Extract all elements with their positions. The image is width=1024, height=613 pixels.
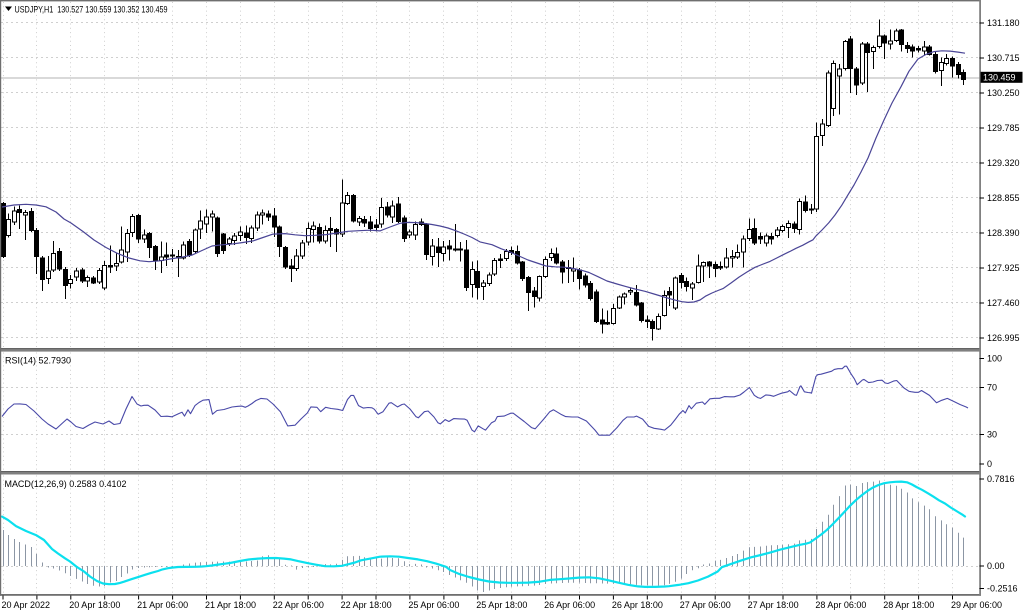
- svg-text:-0.2516: -0.2516: [987, 584, 1018, 594]
- svg-text:0: 0: [987, 459, 992, 469]
- svg-text:27 Apr 18:00: 27 Apr 18:00: [748, 600, 799, 610]
- svg-text:129.320: 129.320: [987, 158, 1020, 168]
- svg-text:RSI(14) 52.7930: RSI(14) 52.7930: [5, 356, 71, 366]
- svg-text:128.855: 128.855: [987, 193, 1020, 203]
- svg-text:USDJPY,H1 130.527 130.559 130: USDJPY,H1 130.527 130.559 130.352 130.45…: [15, 5, 168, 16]
- svg-text:21 Apr 18:00: 21 Apr 18:00: [205, 600, 256, 610]
- svg-text:0.00: 0.00: [987, 561, 1005, 571]
- svg-text:130.715: 130.715: [987, 53, 1020, 63]
- svg-text:20 Apr 2022: 20 Apr 2022: [2, 600, 51, 610]
- svg-text:131.180: 131.180: [987, 18, 1020, 28]
- svg-text:130.250: 130.250: [987, 88, 1020, 98]
- svg-text:25 Apr 06:00: 25 Apr 06:00: [408, 600, 459, 610]
- svg-text:130.459: 130.459: [983, 72, 1016, 82]
- svg-text:0.7816: 0.7816: [987, 474, 1015, 484]
- svg-text:30: 30: [987, 430, 997, 440]
- svg-text:127.460: 127.460: [987, 298, 1020, 308]
- svg-text:26 Apr 06:00: 26 Apr 06:00: [544, 600, 595, 610]
- svg-text:127.925: 127.925: [987, 263, 1020, 273]
- svg-text:29 Apr 06:00: 29 Apr 06:00: [951, 600, 1002, 610]
- svg-text:27 Apr 06:00: 27 Apr 06:00: [680, 600, 731, 610]
- svg-text:26 Apr 18:00: 26 Apr 18:00: [612, 600, 663, 610]
- svg-text:22 Apr 18:00: 22 Apr 18:00: [341, 600, 392, 610]
- svg-text:128.390: 128.390: [987, 228, 1020, 238]
- svg-text:20 Apr 18:00: 20 Apr 18:00: [69, 600, 120, 610]
- svg-text:100: 100: [987, 354, 1002, 364]
- svg-text:25 Apr 18:00: 25 Apr 18:00: [476, 600, 527, 610]
- svg-text:21 Apr 06:00: 21 Apr 06:00: [137, 600, 188, 610]
- svg-text:28 Apr 06:00: 28 Apr 06:00: [815, 600, 866, 610]
- svg-text:MACD(12,26,9) 0.2583 0.4102: MACD(12,26,9) 0.2583 0.4102: [5, 479, 127, 489]
- svg-text:70: 70: [987, 383, 997, 393]
- svg-text:126.995: 126.995: [987, 333, 1020, 343]
- svg-text:22 Apr 06:00: 22 Apr 06:00: [273, 600, 324, 610]
- svg-text:28 Apr 18:00: 28 Apr 18:00: [883, 600, 934, 610]
- svg-text:129.785: 129.785: [987, 123, 1020, 133]
